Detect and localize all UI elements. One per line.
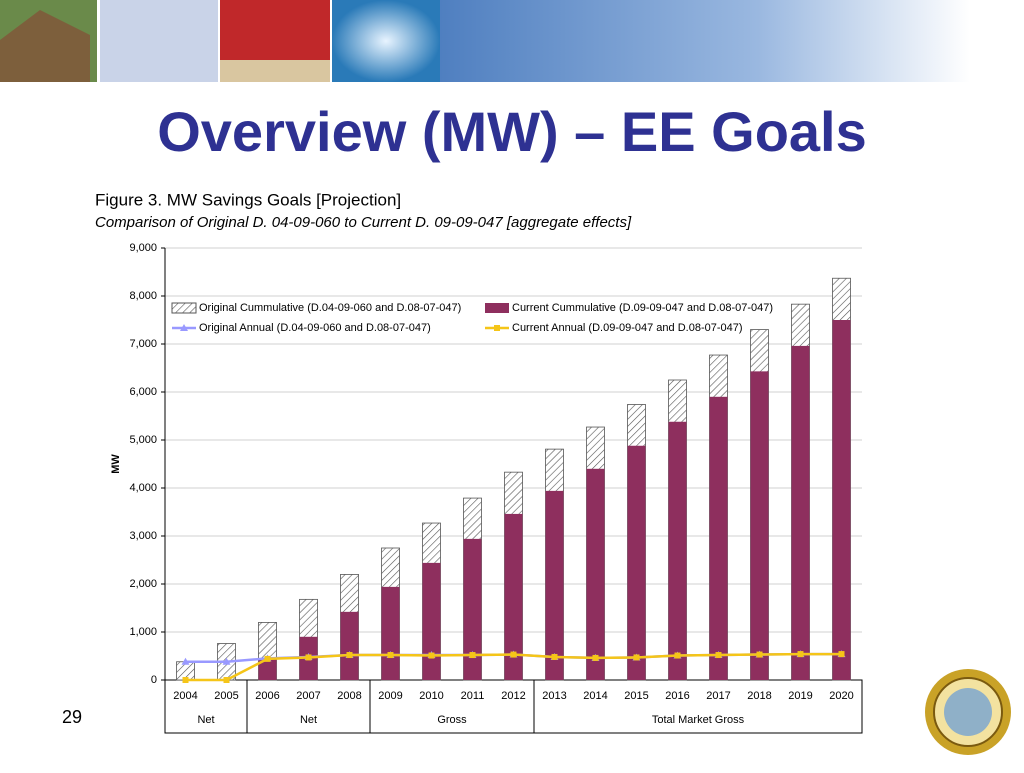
- line-marker: [222, 657, 231, 665]
- x-tick-label: 2012: [501, 690, 525, 702]
- group-label: Total Market Gross: [652, 714, 745, 726]
- chart-title: Figure 3. MW Savings Goals [Projection]: [95, 190, 401, 209]
- line-marker: [592, 654, 599, 661]
- y-tick-label: 7,000: [129, 338, 157, 350]
- x-tick-label: 2005: [214, 690, 238, 702]
- x-tick-label: 2014: [583, 690, 607, 702]
- line-marker: [264, 655, 271, 662]
- legend-label: Current Cummulative (D.09-09-047 and D.0…: [512, 302, 773, 314]
- line-marker: [387, 652, 394, 659]
- line-marker: [551, 653, 558, 660]
- line-marker: [223, 677, 230, 683]
- line-marker: [182, 677, 189, 683]
- line-marker: [633, 654, 640, 661]
- line-marker: [715, 652, 722, 659]
- page-number: 29: [62, 707, 82, 727]
- x-tick-label: 2020: [829, 690, 853, 702]
- group-label: Gross: [437, 714, 467, 726]
- x-tick-label: 2004: [173, 690, 197, 702]
- y-axis-label: MW: [110, 454, 122, 474]
- seal: [925, 669, 1011, 755]
- line-marker: [346, 652, 353, 659]
- line-marker: [510, 651, 517, 658]
- bar: [791, 345, 810, 680]
- chart-subtitle: Comparison of Original D. 04-09-060 to C…: [95, 214, 632, 231]
- line-marker: [838, 651, 845, 658]
- x-tick-label: 2015: [624, 690, 648, 702]
- y-tick-label: 6,000: [129, 386, 157, 398]
- y-tick-label: 4,000: [129, 482, 157, 494]
- group-label: Net: [300, 714, 317, 726]
- x-tick-label: 2010: [419, 690, 443, 702]
- line-marker: [428, 652, 435, 659]
- x-tick-label: 2018: [747, 690, 771, 702]
- y-tick-label: 5,000: [129, 434, 157, 446]
- legend-swatch: [485, 303, 509, 313]
- x-tick-label: 2013: [542, 690, 566, 702]
- y-tick-label: 3,000: [129, 530, 157, 542]
- banner: [0, 0, 970, 82]
- legend-label: Original Annual (D.04-09-060 and D.08-07…: [199, 322, 431, 334]
- x-tick-label: 2019: [788, 690, 812, 702]
- y-tick-label: 9,000: [129, 242, 157, 254]
- y-tick-label: 2,000: [129, 578, 157, 590]
- line-marker: [469, 652, 476, 659]
- x-tick-label: 2007: [296, 690, 320, 702]
- y-tick-label: 0: [151, 674, 157, 686]
- line-marker: [181, 657, 190, 665]
- bar: [545, 490, 564, 680]
- legend-swatch: [171, 302, 197, 314]
- legend-label: Original Cummulative (D.04-09-060 and D.…: [199, 302, 461, 314]
- bar: [668, 421, 687, 680]
- bar: [750, 371, 769, 680]
- x-tick-label: 2016: [665, 690, 689, 702]
- bar: [422, 562, 441, 680]
- bar: [504, 513, 523, 680]
- bar: [258, 658, 277, 680]
- bar: [381, 586, 400, 680]
- line-marker: [305, 654, 312, 661]
- group-label: Net: [197, 714, 214, 726]
- line-marker: [797, 651, 804, 658]
- x-tick-label: 2011: [461, 690, 485, 702]
- y-tick-label: 8,000: [129, 290, 157, 302]
- legend-label: Current Annual (D.09-09-047 and D.08-07-…: [512, 322, 743, 334]
- bar: [709, 396, 728, 680]
- line-marker: [674, 652, 681, 659]
- bar: [586, 468, 605, 680]
- line-marker: [180, 324, 188, 331]
- line-marker: [756, 651, 763, 658]
- bar: [627, 445, 646, 680]
- slide-title: Overview (MW) – EE Goals: [157, 100, 867, 163]
- x-tick-label: 2006: [255, 690, 279, 702]
- bar: [340, 611, 359, 680]
- x-tick-label: 2017: [706, 690, 730, 702]
- y-tick-label: 1,000: [129, 626, 157, 638]
- x-tick-label: 2008: [337, 690, 361, 702]
- line-marker: [494, 325, 500, 331]
- bar: [832, 320, 851, 680]
- category-table: [164, 679, 863, 734]
- x-tick-label: 2009: [378, 690, 402, 702]
- bar: [463, 538, 482, 680]
